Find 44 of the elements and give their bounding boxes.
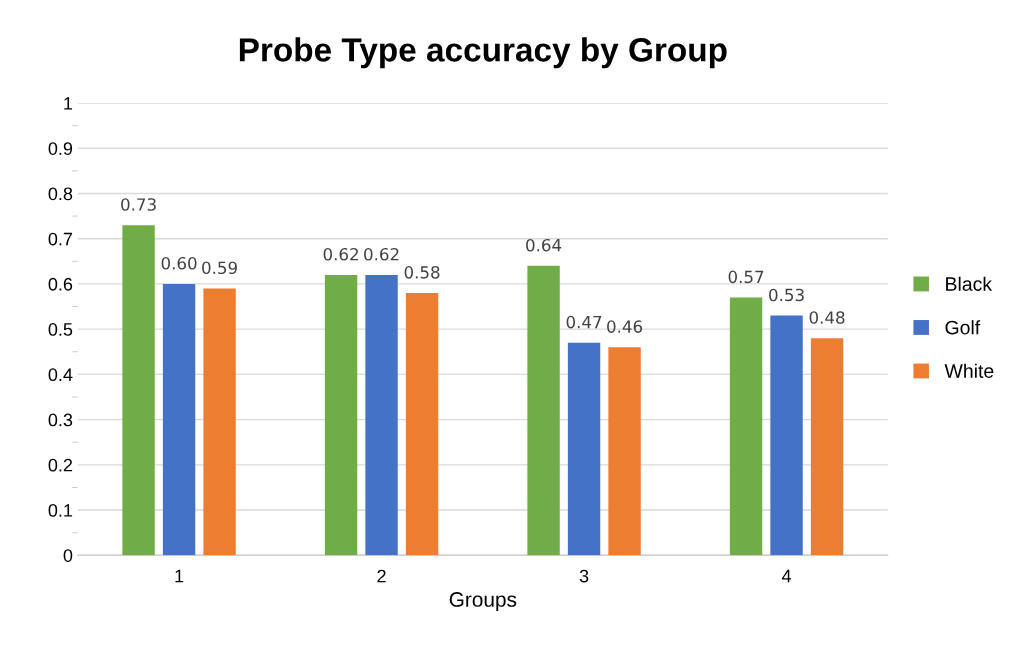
x-tick-label: 4	[781, 569, 792, 583]
bar	[203, 288, 236, 556]
bar	[527, 265, 560, 556]
bar	[365, 274, 398, 556]
data-label: 0.64	[526, 238, 562, 252]
y-tick-label: 0.4	[48, 368, 73, 382]
data-label: 0.62	[364, 247, 399, 261]
y-tick-label: 0.9	[48, 142, 73, 155]
bar	[162, 283, 196, 556]
y-tick-label: 0.1	[48, 503, 73, 517]
data-label: 0.62	[323, 247, 358, 261]
y-tick-label: 0.6	[48, 277, 73, 291]
x-tick-label: 3	[579, 569, 589, 583]
data-label: 0.46	[607, 320, 643, 333]
data-label: 0.57	[728, 270, 764, 284]
y-tick-label: 0.8	[48, 187, 73, 201]
legend-label: Golf	[945, 320, 981, 335]
data-label: 0.48	[809, 311, 845, 324]
bar	[729, 297, 763, 556]
legend-label: Black	[946, 276, 993, 291]
bar	[324, 274, 358, 556]
data-label: 0.60	[161, 256, 197, 270]
y-tick-label: 0.2	[48, 458, 73, 472]
bar	[405, 292, 439, 556]
legend-label: White	[944, 363, 994, 378]
bar	[122, 225, 155, 556]
x-tick-label: 2	[377, 569, 386, 583]
bar	[567, 342, 601, 556]
y-tick-label: 0.7	[48, 232, 73, 246]
bar	[608, 347, 641, 556]
data-label: 0.47	[566, 315, 602, 329]
data-label: 0.58	[404, 266, 440, 279]
data-label: 0.59	[202, 261, 237, 275]
y-tick-label: 0	[63, 549, 73, 562]
data-label: 0.53	[769, 288, 804, 302]
x-axis-title: Groups	[449, 592, 517, 611]
bar	[810, 338, 844, 556]
bar	[770, 315, 803, 556]
chart-title: Probe Type accuracy by Group	[239, 37, 727, 69]
data-label: 0.73	[121, 198, 156, 211]
y-tick-label: 0.5	[48, 323, 73, 336]
x-tick-label: 1	[175, 569, 184, 583]
y-tick-label: 1	[64, 97, 73, 110]
y-tick-label: 0.3	[48, 413, 73, 427]
